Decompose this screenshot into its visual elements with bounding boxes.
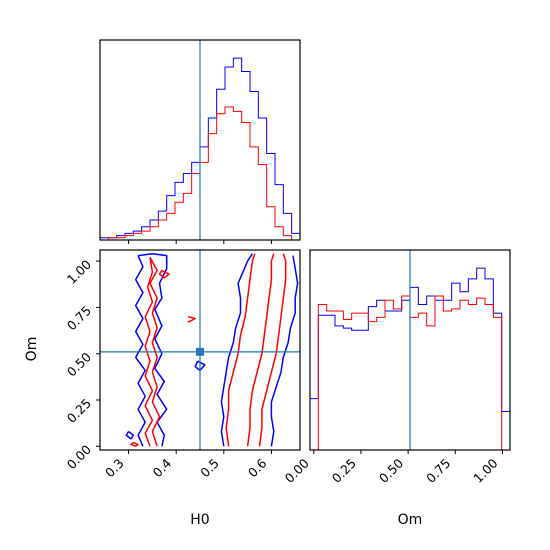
- contour-line-1: [134, 255, 146, 447]
- joint-x-tick-label: 0.6: [245, 455, 270, 480]
- om-x-tick-label: 0.25: [329, 456, 359, 486]
- contour-line-6: [149, 257, 161, 447]
- h0-histogram-panel: [99, 39, 301, 244]
- joint-y-tick-label: 0.00: [64, 442, 94, 472]
- contour-line-11: [158, 269, 170, 279]
- contour-line-7: [144, 257, 154, 447]
- contour-line-2: [220, 253, 254, 447]
- joint-y-tick-label: 0.25: [64, 396, 94, 426]
- contour-line-0: [138, 252, 168, 447]
- om-x-tick-label: 0.50: [376, 455, 406, 485]
- contour-line-4: [125, 430, 135, 440]
- om-x-tick-label: 0.75: [423, 456, 453, 486]
- x-axis-label-h0: H0: [190, 512, 209, 528]
- joint-y-tick-label: 0.50: [64, 349, 94, 379]
- om-histogram-series-1: [310, 295, 510, 451]
- contour-line-9: [246, 253, 275, 447]
- contour-line-8: [225, 253, 256, 447]
- joint-x-tick-label: 0.5: [197, 456, 222, 481]
- contour-line-13: [187, 315, 196, 323]
- joint-frame: [99, 249, 301, 451]
- joint-y-tick-label: 1.00: [64, 257, 94, 287]
- joint-contours: [125, 252, 299, 448]
- contour-line-10: [258, 253, 287, 447]
- joint-x-tick-label: 0.3: [102, 456, 127, 481]
- truth-marker: [196, 347, 204, 356]
- contour-line-3: [270, 255, 299, 447]
- om-histogram-series-0: [309, 267, 511, 450]
- om-histogram-panel: 0.00 0.25 0.50 0.75 1.00: [282, 249, 511, 486]
- y-axis-label-om: Om: [24, 337, 40, 362]
- joint-contour-panel: 0.3 0.4 0.5 0.6 0.00 0.25 0.50 0.75 1.00: [64, 249, 301, 481]
- joint-y-tick-label: 0.75: [64, 303, 94, 333]
- joint-x-tick-label: 0.4: [150, 455, 175, 480]
- om-x-tick-label: 1.00: [470, 455, 500, 485]
- om-x-tick-label: 0.00: [282, 455, 312, 485]
- h0-histogram-frame: [99, 39, 301, 241]
- contour-line-12: [130, 441, 139, 448]
- om-histogram-frame: [309, 249, 511, 451]
- x-axis-label-om: Om: [398, 512, 423, 528]
